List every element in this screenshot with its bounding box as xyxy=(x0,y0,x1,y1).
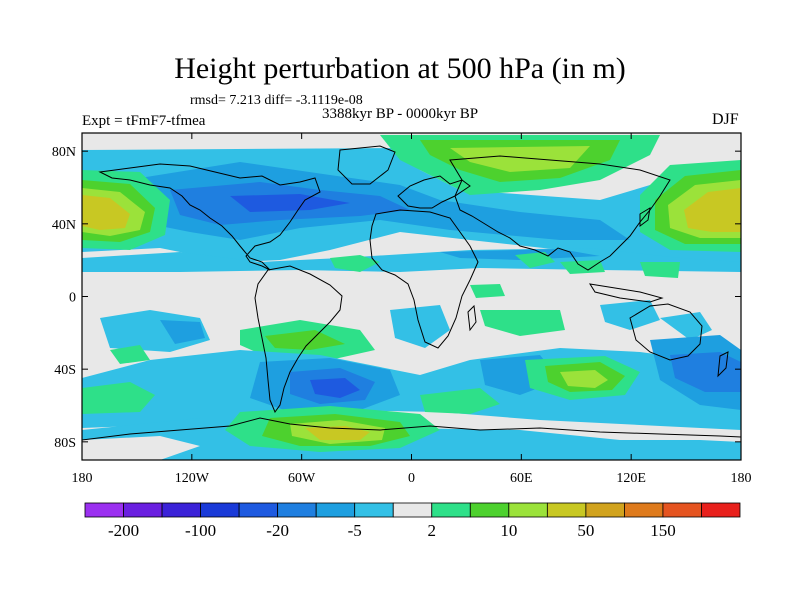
colorbar-box xyxy=(431,502,471,518)
coastline-madagascar xyxy=(467,304,477,332)
colorbar-label: -5 xyxy=(348,521,362,540)
colorbar-box xyxy=(161,502,201,518)
chart-title: Height perturbation at 500 hPa (in m) xyxy=(174,52,626,85)
lon-axis: 180 120W 60W 0 60E 120E 180 xyxy=(72,133,752,486)
colorbar-box xyxy=(392,502,433,518)
colorbar-box xyxy=(123,502,163,518)
lat-tick-label: 0 xyxy=(69,291,76,306)
coastline-africa xyxy=(369,209,479,349)
colorbar-box xyxy=(546,502,587,518)
colorbar-box xyxy=(84,502,124,518)
colorbar-label: 150 xyxy=(650,521,676,540)
colorbar-box xyxy=(277,502,317,518)
colorbar-box xyxy=(315,502,356,518)
colorbar-box xyxy=(354,502,394,518)
lat-tick-label: 40N xyxy=(52,218,76,233)
colorbar-label: -20 xyxy=(266,521,289,540)
lon-tick-label: 60E xyxy=(510,471,533,486)
time-range-text: 3388kyr BP - 0000kyr BP xyxy=(322,106,479,122)
colorbar-label: 50 xyxy=(577,521,594,540)
experiment-label: Expt = tFmF7-tfmea xyxy=(82,113,206,129)
colorbar-box xyxy=(701,502,741,518)
contour-fill xyxy=(82,133,741,460)
lat-tick-label: 80N xyxy=(52,145,76,160)
colorbar-box xyxy=(508,502,548,518)
colorbar-box xyxy=(624,502,664,518)
colorbar-label: 10 xyxy=(500,521,517,540)
colorbar-label: -200 xyxy=(108,521,139,540)
colorbar: -200 -100 -20 -5 2 10 50 150 xyxy=(84,502,741,540)
coastline-indonesia xyxy=(588,283,664,303)
lon-tick-label: 120E xyxy=(616,471,646,486)
coastline-australia xyxy=(629,303,703,361)
stats-text: rmsd= 7.213 diff= -3.1119e-08 xyxy=(190,93,363,108)
coastlines xyxy=(82,145,741,441)
colorbar-box xyxy=(238,502,279,518)
lat-tick-label: 40S xyxy=(54,363,76,378)
coastline-asia xyxy=(449,155,671,271)
colorbar-box xyxy=(469,502,510,518)
lat-axis: 80N 40N 0 40S 80S xyxy=(52,145,741,451)
colorbar-box xyxy=(200,502,240,518)
lat-tick-label: 80S xyxy=(54,436,76,451)
colorbar-label: -100 xyxy=(185,521,216,540)
lon-tick-label: 0 xyxy=(408,471,415,486)
lon-tick-label: 180 xyxy=(731,471,752,486)
season-label: DJF xyxy=(712,111,739,128)
lon-tick-label: 180 xyxy=(72,471,93,486)
lon-tick-label: 120W xyxy=(175,471,210,486)
coastline-greenland xyxy=(337,145,396,185)
coastline-antarctica xyxy=(82,417,741,441)
colorbar-label: 2 xyxy=(428,521,437,540)
colorbar-box xyxy=(585,502,625,518)
coastline-europe xyxy=(397,175,471,209)
colorbar-box xyxy=(662,502,702,518)
lon-tick-label: 60W xyxy=(288,471,316,486)
coastline-south-america xyxy=(254,265,343,414)
coastline-new-zealand xyxy=(717,351,729,378)
coastline-north-america xyxy=(98,163,321,271)
coastline-japan xyxy=(639,207,651,227)
